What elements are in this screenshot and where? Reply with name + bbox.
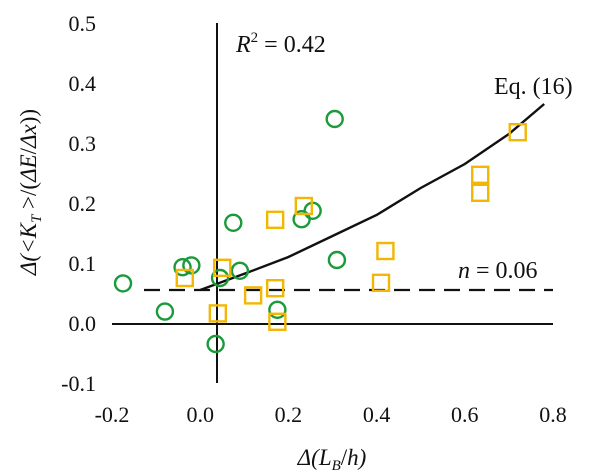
square-point	[268, 312, 287, 331]
eq-16-label: Eq. (16)	[494, 74, 573, 100]
circle-point	[155, 302, 175, 321]
x-tick-label: 0.4	[363, 402, 391, 427]
circle-point	[327, 250, 347, 270]
x-title-part-3: /	[341, 445, 348, 470]
circle-point	[206, 334, 225, 354]
square-point	[471, 183, 490, 203]
n-symbol: n	[458, 258, 470, 284]
reference-lines	[144, 103, 553, 292]
square-point	[213, 258, 232, 277]
y-tick-label: 0.4	[69, 71, 97, 96]
x-tick-label: -0.2	[95, 402, 130, 427]
square-point	[294, 196, 314, 216]
x-title-part-4: h	[347, 445, 359, 470]
square-point	[265, 210, 285, 230]
circle-point	[173, 258, 192, 277]
square-point	[265, 279, 285, 298]
square-point	[243, 286, 263, 305]
square-point	[471, 165, 490, 185]
x-tick-label: 0.2	[275, 402, 303, 427]
circle-point	[210, 268, 230, 288]
y-tick-label: 0.1	[69, 251, 97, 276]
circle-point	[224, 213, 243, 233]
circle-point	[230, 261, 250, 280]
y-title-part-5: /	[16, 147, 41, 154]
circle-point	[325, 109, 344, 129]
x-tick-label: 0.0	[186, 402, 214, 427]
y-title-part-6: Δx	[16, 123, 41, 148]
y-title-part-0: Δ(<	[16, 238, 41, 276]
r-squared-value: = 0.42	[258, 32, 326, 58]
y-title-part-3: >/(	[16, 182, 41, 215]
square-point	[371, 273, 391, 292]
y-title-part-2: T	[29, 213, 45, 223]
x-tick-label: 0.6	[451, 402, 479, 427]
x-title-part-2: B	[332, 458, 341, 471]
x-title-part-0: Δ(	[297, 445, 320, 470]
tick-labels: -0.2 0.0 0.2 0.4 0.6 0.8 -0.1 0.0 0.1 0.2 0.3 0.4 0.…	[61, 11, 567, 427]
x-axis-title: Δ(LB/h)	[297, 445, 367, 471]
y-tick-label: -0.1	[61, 371, 96, 396]
square-point	[376, 241, 395, 261]
data-points	[113, 109, 527, 354]
y-title-part-7: ))	[16, 109, 41, 124]
y-title-part-1: K	[16, 221, 41, 239]
r-squared-symbol: R	[235, 32, 251, 58]
y-tick-label: 0.5	[69, 11, 97, 36]
y-title-part-4: ΔE	[16, 154, 41, 183]
n-label: n = 0.06	[458, 258, 538, 284]
y-axis-title: Δ(<KT >/(ΔE/Δx))	[16, 109, 45, 276]
n-value: = 0.06	[470, 258, 538, 284]
square-point	[508, 122, 527, 142]
r-squared-label: R2 = 0.42	[235, 30, 326, 58]
x-title-part-1: L	[318, 445, 332, 470]
x-tick-label: 0.8	[539, 402, 567, 427]
y-tick-label: 0.3	[69, 131, 97, 156]
x-title-part-5: )	[357, 445, 367, 470]
y-tick-label: 0.0	[69, 311, 97, 336]
y-tick-label: 0.2	[69, 191, 97, 216]
circle-point	[182, 256, 201, 275]
square-point	[208, 304, 228, 323]
r-squared-exponent: 2	[251, 30, 259, 46]
circle-point	[268, 300, 287, 319]
square-point	[175, 268, 194, 288]
eq16-curve	[199, 103, 545, 292]
circle-point	[113, 274, 133, 293]
